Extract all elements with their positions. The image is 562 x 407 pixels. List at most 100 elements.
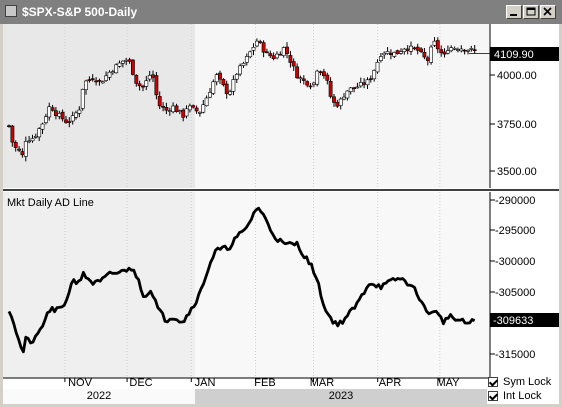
month-label-apr: APR (379, 377, 402, 389)
candle (315, 69, 320, 87)
candle (261, 40, 266, 58)
candle (399, 48, 403, 55)
candle (445, 45, 450, 55)
window-titlebar[interactable]: $SPX-S&P 500-Daily (0, 0, 562, 24)
candle (121, 60, 125, 68)
candle (429, 44, 434, 65)
candle (23, 136, 28, 162)
candle (70, 111, 75, 125)
ad-current-tag (490, 313, 559, 327)
candle (355, 82, 360, 89)
price-tick-label: 3750.00 (497, 119, 537, 131)
candle (348, 87, 353, 95)
candle (435, 37, 440, 54)
candle (37, 127, 42, 141)
candle (224, 80, 229, 99)
candle (275, 51, 279, 60)
ad-gridlines (64, 192, 441, 378)
candle (368, 75, 373, 83)
price-plot-shade-2023 (195, 24, 490, 188)
ad-tick-label: -300000 (495, 256, 535, 268)
ad-tick-label: -290000 (495, 195, 535, 207)
candle (107, 70, 112, 81)
candle (50, 105, 55, 112)
sym-lock-label: Sym Lock (503, 376, 552, 388)
candle (194, 105, 199, 114)
month-label-jan: JAN (195, 377, 216, 389)
price-tick-label: 3500.00 (497, 166, 537, 178)
candle (144, 76, 149, 91)
candle (392, 51, 397, 58)
candle (161, 102, 166, 112)
ad-plot-shade-2023 (195, 192, 490, 378)
candle (422, 48, 427, 60)
candle (218, 70, 222, 84)
candle (131, 59, 135, 76)
ad-tick-label: -295000 (495, 225, 535, 237)
window-icon[interactable] (5, 5, 17, 17)
candle (47, 102, 52, 121)
candle (104, 71, 109, 82)
candle (204, 95, 209, 107)
sym-lock-checkbox[interactable]: Sym Lock (488, 376, 551, 389)
price-tick-3750: 3750.00 (490, 119, 537, 131)
candle (157, 91, 162, 110)
candle (117, 60, 122, 68)
candle (332, 94, 336, 107)
candle (77, 106, 82, 118)
candle (244, 53, 249, 66)
price-current-tag (490, 47, 559, 61)
restore-icon (526, 7, 536, 16)
month-label-dec: DEC (129, 377, 152, 389)
candle (90, 74, 95, 82)
candle (365, 77, 370, 89)
candle (321, 68, 326, 79)
candle (201, 100, 206, 114)
month-ticks (64, 378, 441, 382)
candle (134, 74, 139, 87)
candle (221, 78, 226, 87)
minimize-button[interactable] (506, 5, 522, 19)
month-label-may: MAY (436, 377, 460, 389)
candle (137, 80, 142, 91)
close-button[interactable] (540, 5, 556, 19)
ad-panel-label: Mkt Daily AD Line (7, 197, 94, 209)
candle (191, 104, 196, 109)
ad-tick-290000: -290000 (490, 195, 535, 207)
month-label-mar: MAR (310, 377, 335, 389)
candle (255, 38, 259, 48)
candle (288, 51, 293, 68)
candle (13, 140, 18, 152)
ad-tick-305000: -305000 (490, 287, 535, 299)
candle (231, 75, 236, 96)
candle (285, 42, 289, 59)
candle (251, 43, 256, 56)
candle (378, 53, 383, 63)
candle (308, 83, 313, 90)
candle (114, 63, 119, 74)
ad-tick-295000: -295000 (490, 225, 535, 237)
minimize-icon (510, 14, 517, 16)
candle (97, 78, 102, 86)
candle (10, 124, 15, 147)
candle (305, 80, 310, 88)
int-lock-checkbox[interactable]: Int Lock (488, 390, 542, 403)
candle (469, 45, 474, 52)
chart-area[interactable]: 4000.00 3750.00 3500.00 4109.90 Mkt Dail… (3, 24, 559, 404)
candle (80, 88, 85, 111)
ad-tick-300000: -300000 (490, 256, 535, 268)
month-label-nov: NOV (68, 377, 93, 389)
year-label-2022: 2022 (3, 389, 195, 404)
restore-button[interactable] (523, 5, 539, 19)
candle (385, 47, 390, 55)
candle (258, 39, 263, 44)
price-current-value: 4109.90 (494, 49, 534, 61)
candle (64, 115, 68, 124)
window-title: $SPX-S&P 500-Daily (22, 5, 138, 19)
candle (238, 63, 243, 77)
candle (198, 111, 202, 117)
candle (40, 122, 45, 134)
ad-tick-label: -315000 (495, 349, 535, 361)
candle (234, 73, 239, 83)
candle (298, 75, 303, 84)
